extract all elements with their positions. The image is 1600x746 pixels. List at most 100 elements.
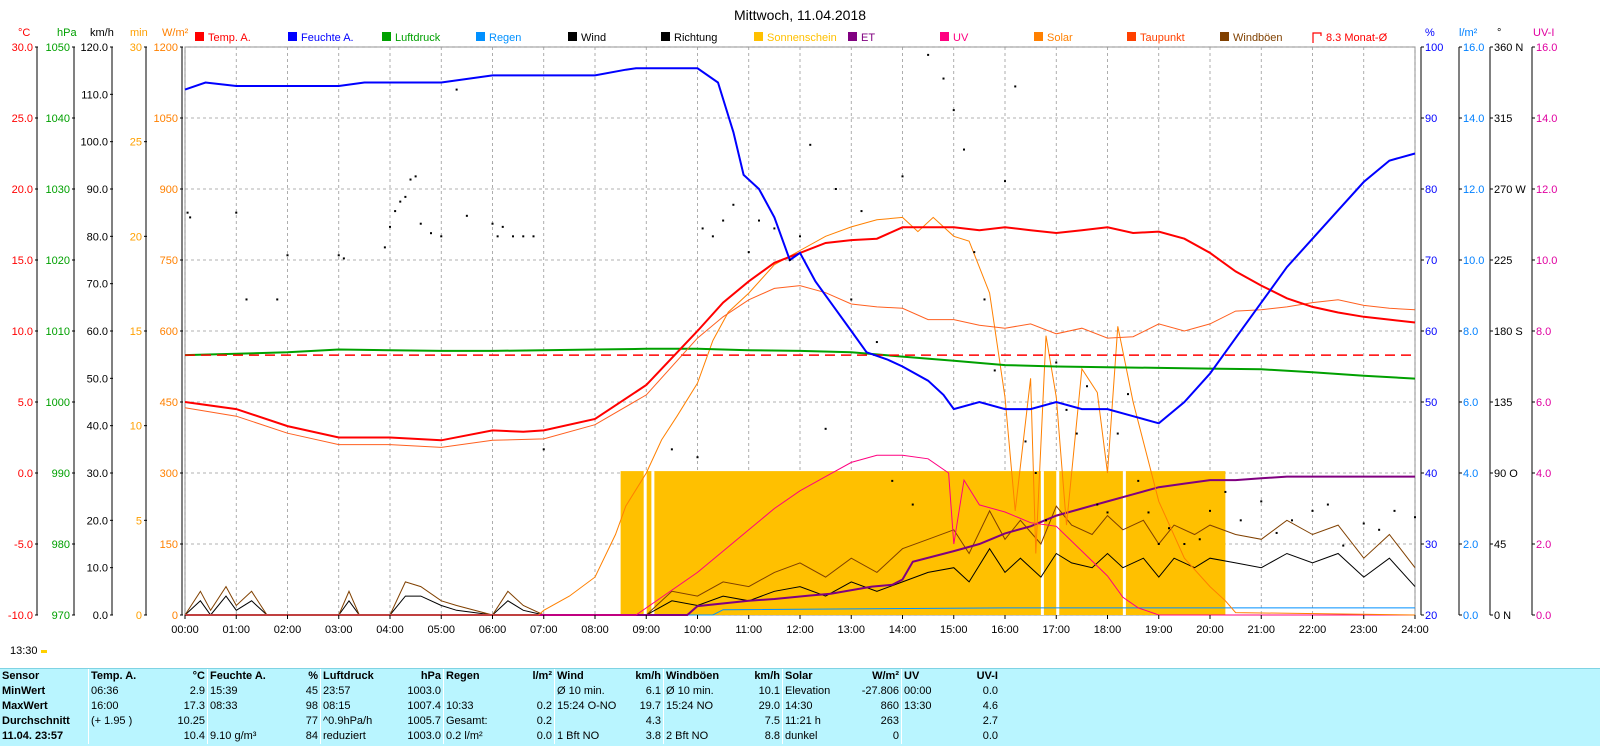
direction-point (1096, 503, 1099, 506)
tick-sun_min: 0 (136, 610, 142, 622)
stats-cell: 10.1 (758, 685, 780, 697)
direction-point (419, 222, 422, 225)
stats-cell: 06:36 (88, 684, 165, 699)
tick-wind: 30.0 (87, 468, 108, 480)
tick-solar: 750 (160, 255, 178, 267)
axis-unit-humidity: % (1425, 27, 1435, 39)
stats-cell: Ø 10 min. (663, 684, 738, 699)
legend-label: Richtung (674, 32, 717, 44)
direction-point (337, 254, 340, 257)
time-marker: 13:30 (10, 645, 47, 657)
legend-swatch (754, 32, 763, 41)
stats-cell: l/m² (532, 670, 552, 682)
axis-unit-direction: ° (1497, 27, 1501, 39)
x-tick-label: 09:00 (632, 624, 660, 636)
stats-cell: 15:39 (207, 684, 284, 699)
direction-point (1260, 500, 1263, 503)
tick-temp: 0.0 (18, 468, 33, 480)
direction-point (342, 257, 345, 260)
direction-point (245, 298, 248, 301)
tick-direction: 315 (1494, 113, 1512, 125)
legend-swatch (1127, 32, 1136, 41)
direction-point (383, 246, 386, 249)
stats-table: Sensor Temp. A. °C Feuchte A.% Luftdruck hPa R… (0, 669, 1000, 744)
sunshine-gap (1122, 471, 1126, 615)
stats-panel: Sensor Temp. A. °C Feuchte A.% Luftdruck hPa R… (0, 668, 1600, 746)
direction-point (891, 479, 894, 482)
stats-cell: 23:57 (320, 684, 393, 699)
stats-cell: 0.2 (536, 715, 552, 727)
direction-point (758, 219, 760, 222)
tick-solar: 300 (160, 468, 178, 480)
axis-unit-pressure: hPa (57, 27, 77, 39)
legend-label: ET (861, 32, 875, 44)
legend-swatch (568, 32, 577, 41)
stats-row: Durchschnitt (+ 1.95 ) 10.25 77 ^0.9hPa/h 100… (0, 714, 1000, 729)
tick-rain: 10.0 (1463, 255, 1484, 267)
tick-rain: 16.0 (1463, 42, 1484, 54)
series-uv (185, 454, 1415, 616)
stats-cell: 77 (305, 715, 318, 727)
tick-rain: 0.0 (1463, 610, 1478, 622)
legend-label: Sonnenschein (767, 32, 837, 44)
direction-point (399, 200, 402, 203)
direction-point (993, 369, 996, 372)
tick-direction: 45 (1494, 539, 1506, 551)
stats-cell (88, 729, 165, 744)
stats-cell: (+ 1.95 ) (88, 714, 165, 729)
direction-point (1378, 528, 1381, 531)
stats-row: MinWert 06:36 2.9 15:39 45 23:57 1003.0 Ø 10 mi… (0, 684, 1000, 699)
stats-cell: 1 Bft NO (554, 729, 619, 744)
direction-point (952, 109, 955, 112)
axis-unit-wind: km/h (90, 27, 114, 39)
stats-cell: 13:30 (901, 699, 956, 714)
tick-wind: 40.0 (87, 421, 108, 433)
tick-pressure: 970 (52, 610, 70, 622)
stats-cell: Wind (554, 669, 619, 684)
tick-uvi: 0.0 (1536, 610, 1551, 622)
legend-swatch (1312, 32, 1322, 43)
stats-cell: UV-I (976, 670, 998, 682)
direction-point (983, 298, 986, 301)
legend-swatch (476, 32, 485, 41)
stats-cell: Windböen (663, 669, 738, 684)
stats-cell (663, 714, 738, 729)
x-tick-label: 00:00 (171, 624, 199, 636)
x-tick-label: 01:00 (222, 624, 250, 636)
stats-cell: ^0.9hPa/h (320, 714, 393, 729)
tick-wind: 0.0 (93, 610, 108, 622)
stats-cell: 1005.7 (407, 715, 441, 727)
direction-point (1127, 393, 1129, 396)
direction-point (496, 235, 499, 238)
tick-uvi: 16.0 (1536, 42, 1557, 54)
stats-cell: Ø 10 min. (554, 684, 619, 699)
x-tick-label: 12:00 (786, 624, 814, 636)
legend-label: 8.3 Monat-Ø (1326, 32, 1388, 44)
tick-humidity: 90 (1425, 113, 1437, 125)
direction-point (670, 448, 673, 451)
stats-row: 11.04. 23:57 10.4 9.10 g/m³ 84 reduziert 1003… (0, 729, 1000, 744)
tick-temp: 25.0 (12, 113, 33, 125)
x-tick-label: 23:00 (1350, 624, 1378, 636)
direction-point (963, 148, 965, 151)
stats-cell: 16:00 (88, 699, 165, 714)
direction-point (1034, 472, 1037, 474)
legend-label: Windböen (1233, 32, 1283, 44)
tick-sun_min: 30 (130, 42, 142, 54)
direction-point (542, 448, 545, 451)
stats-cell: Gesamt: (443, 714, 510, 729)
direction-point (1224, 490, 1227, 493)
direction-point (1393, 509, 1396, 512)
tick-wind: 80.0 (87, 231, 108, 243)
legend-swatch (288, 32, 297, 41)
direction-point (394, 210, 397, 213)
stats-cell: Durchschnitt (2, 715, 70, 727)
stats-cell (510, 684, 555, 699)
tick-humidity: 20 (1425, 610, 1437, 622)
stats-cell: 1003.0 (407, 730, 441, 742)
legend-swatch (848, 32, 857, 41)
tick-wind: 60.0 (87, 326, 108, 338)
stats-cell: 8.8 (764, 730, 780, 742)
tick-uvi: 12.0 (1536, 184, 1557, 196)
chart-title: Mittwoch, 11.04.2018 (734, 7, 866, 23)
